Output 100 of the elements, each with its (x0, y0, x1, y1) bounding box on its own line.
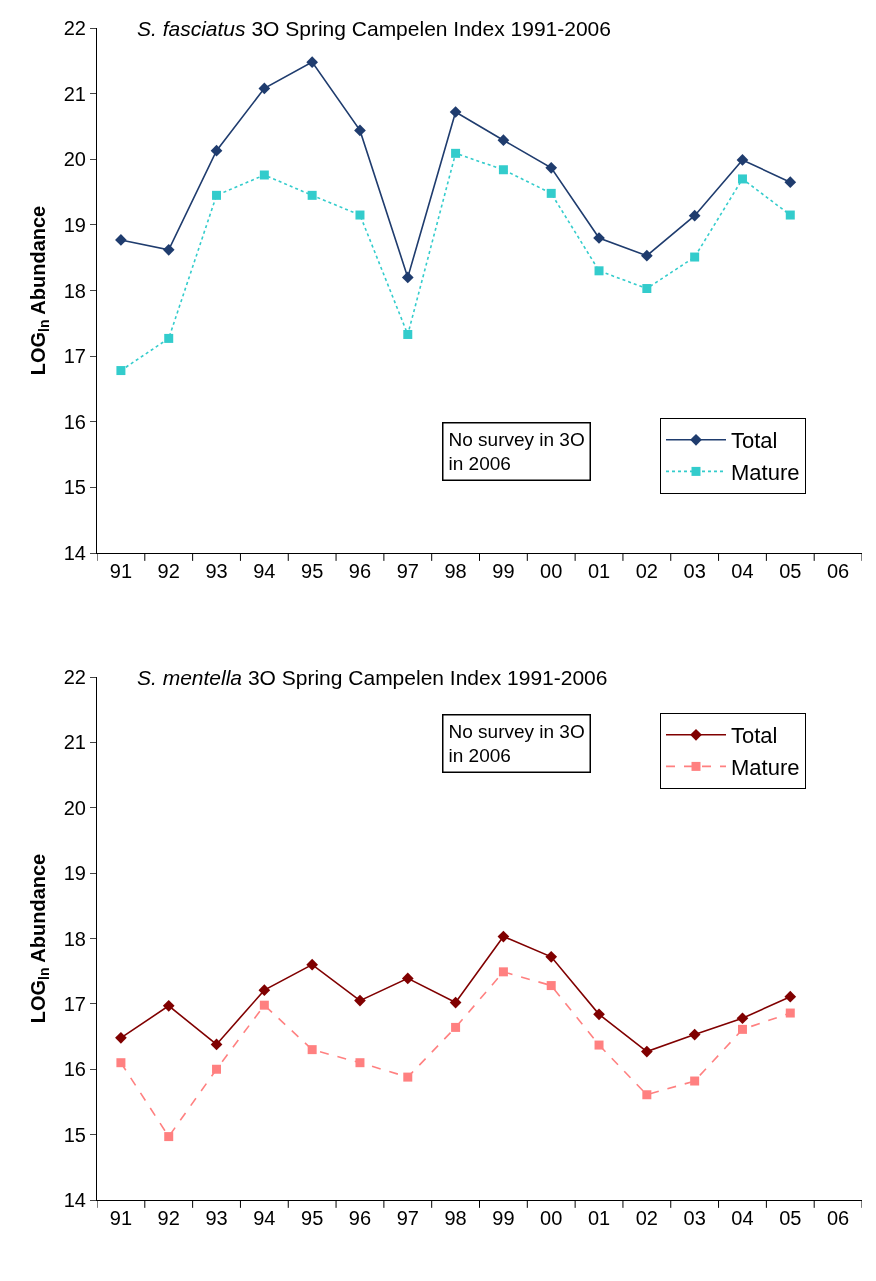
point (784, 176, 797, 189)
point (594, 266, 604, 276)
x-tick-label: 98 (444, 1207, 467, 1229)
point (497, 134, 510, 147)
point (545, 161, 558, 174)
point (688, 209, 701, 222)
point (258, 82, 271, 95)
point (116, 1058, 126, 1068)
x-tick-label: 04 (731, 1207, 754, 1229)
point (355, 1058, 365, 1068)
x-tick-label: 00 (540, 560, 563, 582)
x-tick-label: 92 (157, 1207, 180, 1229)
x-tick-label: 91 (109, 560, 133, 582)
x-tick-label: 93 (205, 1207, 228, 1229)
y-tick-label: 20 (63, 148, 86, 171)
point (737, 1024, 747, 1034)
y-tick-label: 18 (63, 927, 86, 950)
x-tick-label: 05 (779, 1207, 802, 1229)
point (355, 210, 365, 220)
y-tick-label: 17 (63, 992, 86, 1015)
point (642, 284, 652, 294)
point (164, 333, 174, 343)
x-tick-label: 02 (635, 1207, 658, 1229)
point (737, 174, 747, 184)
point (212, 190, 222, 200)
point (164, 1132, 174, 1142)
point (736, 154, 749, 166)
point (403, 1072, 413, 1082)
x-tick-label: 95 (301, 1207, 324, 1229)
y-tick-label: 15 (63, 1123, 86, 1146)
x-tick-label: 06 (826, 560, 850, 582)
point (690, 1076, 700, 1086)
x-tick-label: 01 (587, 1207, 611, 1229)
point (546, 188, 556, 198)
point (307, 1045, 317, 1055)
y-tick-label: 22 (63, 666, 86, 688)
point (594, 1040, 604, 1050)
y-tick-label: 22 (63, 17, 86, 39)
point (449, 106, 462, 118)
point (306, 56, 319, 68)
point (785, 210, 795, 220)
x-tick-label: 94 (253, 560, 276, 582)
x-tick-label: 95 (301, 560, 324, 582)
legend-label: Mature (731, 754, 800, 780)
point (354, 994, 366, 1007)
point (497, 930, 510, 943)
y-tick-label: 21 (63, 82, 86, 105)
x-tick-label: 01 (587, 560, 611, 582)
point (212, 1064, 222, 1074)
point (307, 190, 317, 200)
point (449, 996, 462, 1009)
x-tick-label: 93 (205, 560, 228, 582)
annotation: No survey in 3O in 2006 (448, 720, 585, 767)
point (736, 1012, 749, 1025)
x-tick-label: 99 (492, 1207, 515, 1229)
x-tick-label: 98 (444, 560, 467, 582)
point (116, 366, 126, 376)
point (498, 967, 508, 977)
point (545, 950, 558, 963)
x-tick-label: 94 (253, 1207, 276, 1229)
point (451, 1022, 461, 1032)
point (210, 1038, 223, 1051)
point (259, 170, 269, 180)
y-tick-label: 20 (63, 796, 86, 819)
point (546, 981, 556, 991)
annotation: No survey in 3O in 2006 (448, 428, 585, 475)
point (210, 144, 223, 157)
y-tick-label: 15 (63, 476, 86, 499)
x-tick-label: 96 (348, 1207, 372, 1229)
chart-title: S. mentella 3O Spring Campelen Index 1991-2006 (137, 666, 608, 689)
point (115, 1032, 127, 1044)
chart-title: S. fasciatus 3O Spring Campelen Index 1991-2006 (137, 17, 611, 40)
legend-label: Total (731, 428, 778, 454)
x-tick-label: 92 (157, 560, 180, 582)
y-tick-label: 21 (63, 731, 86, 754)
y-tick-label: 19 (63, 213, 86, 236)
x-tick-label: 05 (779, 560, 802, 582)
point (640, 1045, 653, 1058)
point (451, 148, 461, 158)
point (593, 1008, 605, 1021)
x-tick-label: 99 (492, 560, 515, 582)
y-tick-label: 16 (63, 410, 86, 433)
point (785, 1008, 795, 1018)
x-tick-label: 97 (396, 560, 419, 582)
point (688, 1028, 701, 1041)
point (401, 972, 414, 985)
y-tick-label: 14 (63, 1189, 86, 1211)
point (306, 958, 319, 971)
point (403, 329, 413, 339)
x-tick-label: 97 (396, 1207, 419, 1229)
y-tick-label: 17 (63, 345, 86, 368)
x-tick-label: 91 (109, 1207, 133, 1229)
x-tick-label: 06 (826, 1207, 850, 1229)
x-tick-label: 02 (635, 560, 658, 582)
y-tick-label: 14 (63, 542, 86, 564)
legend-label: Mature (731, 459, 800, 485)
legend-label: Total (731, 723, 778, 749)
point (498, 165, 508, 175)
point (354, 124, 366, 137)
point (401, 271, 414, 284)
